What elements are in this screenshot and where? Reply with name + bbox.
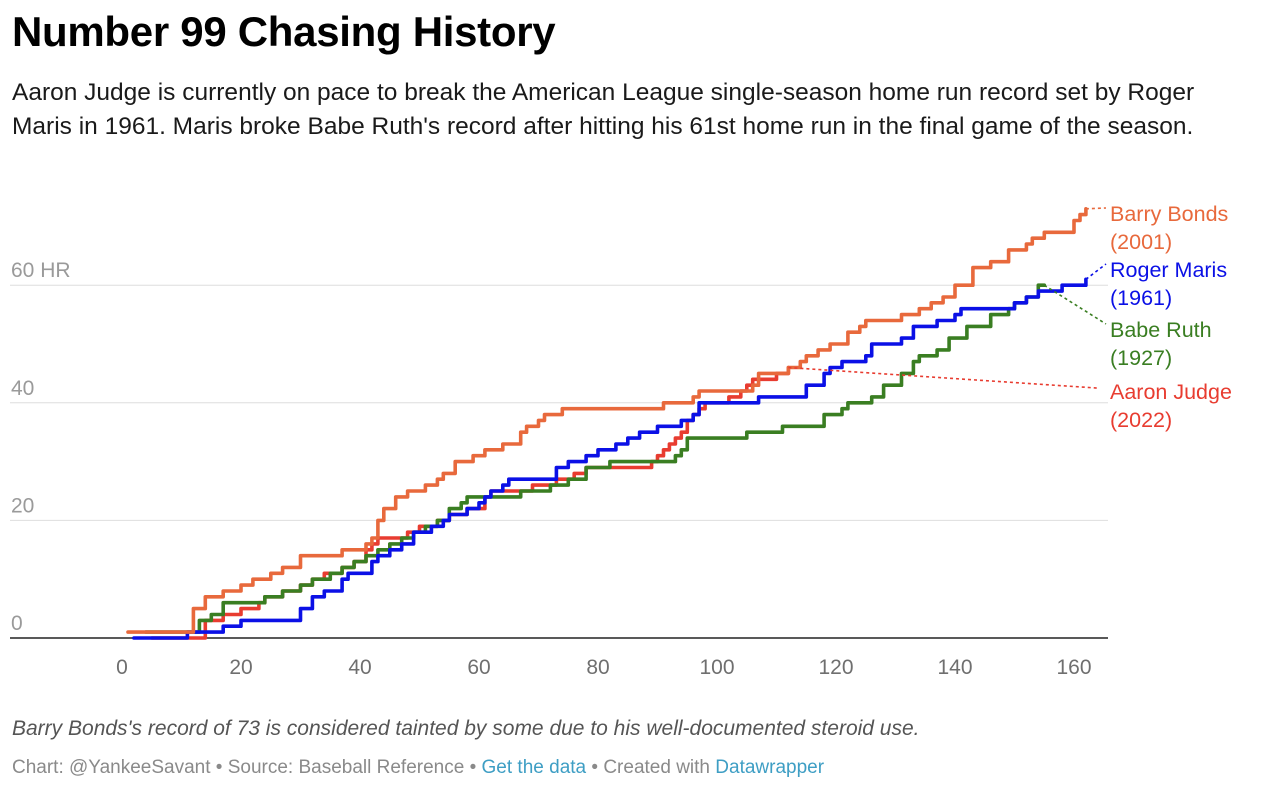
series-lines [126, 207, 1088, 640]
datawrapper-link[interactable]: Datawrapper [715, 757, 825, 778]
gridlines [10, 284, 1108, 639]
roger-maris-connector [1085, 263, 1107, 280]
babe-ruth-line [144, 283, 1047, 634]
chart-notes: Barry Bonds's record of 73 is considered… [12, 717, 920, 740]
aaron-judge-connector [788, 366, 1098, 389]
line-chart: 0 20 40 60 HR 0 20 40 60 80 100 120 140 160 Aaron J… [10, 202, 1232, 679]
footer-separator: • [464, 757, 482, 778]
aaron-judge-label: Aaron Judge [1110, 380, 1232, 404]
y-tick-label: 60 HR [11, 259, 71, 282]
footer-separator: • [210, 757, 228, 778]
x-tick-label: 0 [116, 656, 128, 679]
x-tick-label: 100 [699, 656, 734, 679]
babe-ruth-label: Babe Ruth [1110, 318, 1212, 342]
get-the-data-link[interactable]: Get the data [481, 757, 587, 778]
x-axis-ticks: 0 20 40 60 80 100 120 140 160 [116, 656, 1091, 679]
footer-source: Source: Baseball Reference [227, 757, 465, 778]
x-tick-label: 160 [1056, 656, 1091, 679]
barry-bonds-connector [1085, 207, 1107, 210]
roger-maris-line [132, 277, 1088, 640]
roger-maris-label: (1961) [1110, 286, 1172, 310]
roger-maris-label: Roger Maris [1110, 258, 1227, 282]
y-tick-label: 40 [11, 377, 34, 400]
footer-created-with: Created with [603, 757, 716, 778]
x-tick-label: 40 [348, 656, 371, 679]
barry-bonds-line [126, 207, 1088, 634]
babe-ruth-connector [1043, 284, 1107, 325]
x-tick-label: 60 [467, 656, 490, 679]
barry-bonds-label: (2001) [1110, 230, 1172, 254]
barry-bonds-label: Barry Bonds [1110, 202, 1228, 226]
x-tick-label: 140 [937, 656, 972, 679]
chart-subtitle: Aaron Judge is currently on pace to brea… [12, 79, 1195, 140]
y-tick-label: 20 [11, 494, 34, 517]
x-tick-label: 80 [586, 656, 609, 679]
y-tick-label: 0 [11, 612, 23, 635]
babe-ruth-label: (1927) [1110, 346, 1172, 370]
x-tick-label: 120 [818, 656, 853, 679]
series-labels: Aaron Judge (2022) Babe Ruth (1927) Roger Ma… [788, 202, 1232, 432]
footer-separator: • [586, 757, 604, 778]
chart-title: Number 99 Chasing History [12, 8, 556, 55]
x-tick-label: 20 [229, 656, 252, 679]
y-axis-ticks: 0 20 40 60 HR [11, 259, 71, 635]
aaron-judge-line [150, 365, 791, 640]
footer-chart-credit: Chart: @YankeeSavant [12, 757, 211, 778]
aaron-judge-label: (2022) [1110, 408, 1172, 432]
chart-footer: Chart: @YankeeSavant • Source: Baseball … [12, 757, 824, 779]
